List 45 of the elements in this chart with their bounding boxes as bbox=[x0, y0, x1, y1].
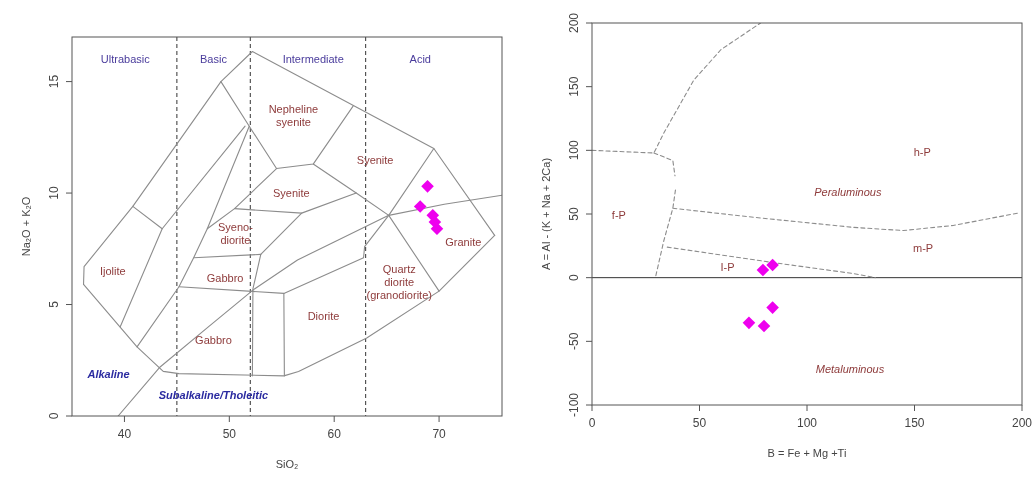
annotation: Diorite bbox=[307, 309, 340, 322]
y-tick-label: 50 bbox=[567, 207, 581, 221]
x-tick-label: 60 bbox=[327, 427, 342, 441]
annotation: Syeno- diorite bbox=[217, 220, 254, 246]
annotation: I-P bbox=[720, 261, 735, 274]
y-tick-label: 150 bbox=[567, 76, 581, 97]
x-axis-title: SiO₂ bbox=[275, 458, 299, 470]
annotation: Ultrabasic bbox=[100, 53, 151, 66]
annotation: Nepheline syenite bbox=[268, 102, 319, 128]
annotation: Alkaline bbox=[86, 367, 130, 380]
annotation: Syenite bbox=[272, 187, 310, 200]
annotation: Acid bbox=[409, 53, 431, 66]
annotation: Syenite bbox=[356, 153, 394, 166]
y-tick-label: -100 bbox=[567, 392, 581, 418]
annotation: Basic bbox=[200, 53, 228, 66]
annotation: f-P bbox=[611, 209, 626, 222]
y-tick-label: 100 bbox=[567, 140, 581, 161]
x-tick-label: 100 bbox=[796, 416, 818, 430]
x-tick-label: 200 bbox=[1011, 416, 1033, 430]
annotation: Intermediate bbox=[282, 53, 344, 66]
y-tick-label: 15 bbox=[47, 74, 61, 89]
annotation: Subalkaline/Tholeitic bbox=[158, 388, 269, 401]
x-tick-label: 40 bbox=[117, 427, 132, 441]
y-axis-title: A = Al - (K + Na + 2Ca) bbox=[540, 157, 552, 271]
y-tick-label: 200 bbox=[567, 12, 581, 34]
x-tick-label: 0 bbox=[588, 416, 596, 430]
annotation: Quartz diorite (granodiorite) bbox=[366, 263, 432, 302]
annotation: Ijolite bbox=[100, 265, 126, 278]
annotation: Gabbro bbox=[195, 334, 232, 347]
y-axis-title: Na₂O + K₂O bbox=[20, 196, 32, 257]
x-tick-label: 50 bbox=[222, 427, 237, 441]
x-tick-label: 150 bbox=[904, 416, 925, 430]
annotation: Metaluminous bbox=[815, 363, 885, 376]
annotation: Peraluminous bbox=[814, 186, 882, 199]
x-tick-label: 50 bbox=[692, 416, 707, 430]
annotation: Granite bbox=[445, 235, 482, 248]
annotation: h-P bbox=[913, 145, 931, 158]
y-tick-label: 5 bbox=[47, 300, 61, 308]
y-tick-label: 0 bbox=[567, 274, 581, 282]
annotation: Gabbro bbox=[206, 271, 244, 284]
annotation: m-P bbox=[913, 242, 934, 255]
y-tick-label: -50 bbox=[567, 332, 581, 351]
y-tick-label: 10 bbox=[47, 186, 61, 200]
x-tick-label: 70 bbox=[432, 427, 447, 441]
x-axis-title: B = Fe + Mg +Ti bbox=[767, 447, 847, 459]
